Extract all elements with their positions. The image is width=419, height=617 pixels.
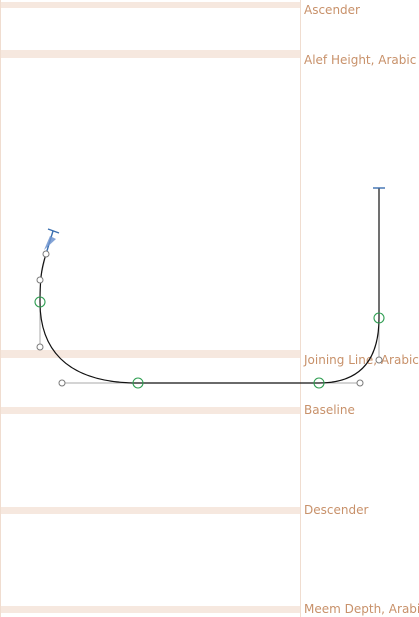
meem-depth-label: Meem Depth, Arabic [304,602,419,616]
ascender-band [0,2,300,8]
metric-guides [0,0,301,617]
alef-height-label: Alef Height, Arabic [304,53,416,67]
baseline-band [0,407,300,414]
path-direction-arrow-icon [44,236,56,250]
offcurve-point-1[interactable] [42,250,50,258]
alef-height-band [0,50,300,58]
start-point-marker-icon [47,228,60,234]
joining-line-label: Joining Line, Arabic [303,353,419,367]
oncurve-node-bottom-right[interactable] [313,377,325,389]
meem-depth-band [0,606,300,613]
descender-label: Descender [304,503,368,517]
oncurve-node-bottom-left[interactable] [132,377,144,389]
oncurve-node-left[interactable] [34,296,46,308]
metric-labels: Ascender Alef Height, Arabic Joining Lin… [303,3,419,616]
offcurve-point-5[interactable] [356,379,364,387]
oncurve-node-right[interactable] [373,312,385,324]
baseline-label: Baseline [304,403,355,417]
offcurve-points [36,250,383,387]
ascender-label: Ascender [304,3,360,17]
offcurve-point-2[interactable] [36,276,44,284]
path-start-indicators [44,187,385,255]
joining-line-band [0,350,300,358]
offcurve-point-3[interactable] [36,343,44,351]
oncurve-points [34,296,385,389]
offcurve-point-4[interactable] [58,379,66,387]
offcurve-point-6[interactable] [375,356,383,364]
descender-band [0,507,300,514]
